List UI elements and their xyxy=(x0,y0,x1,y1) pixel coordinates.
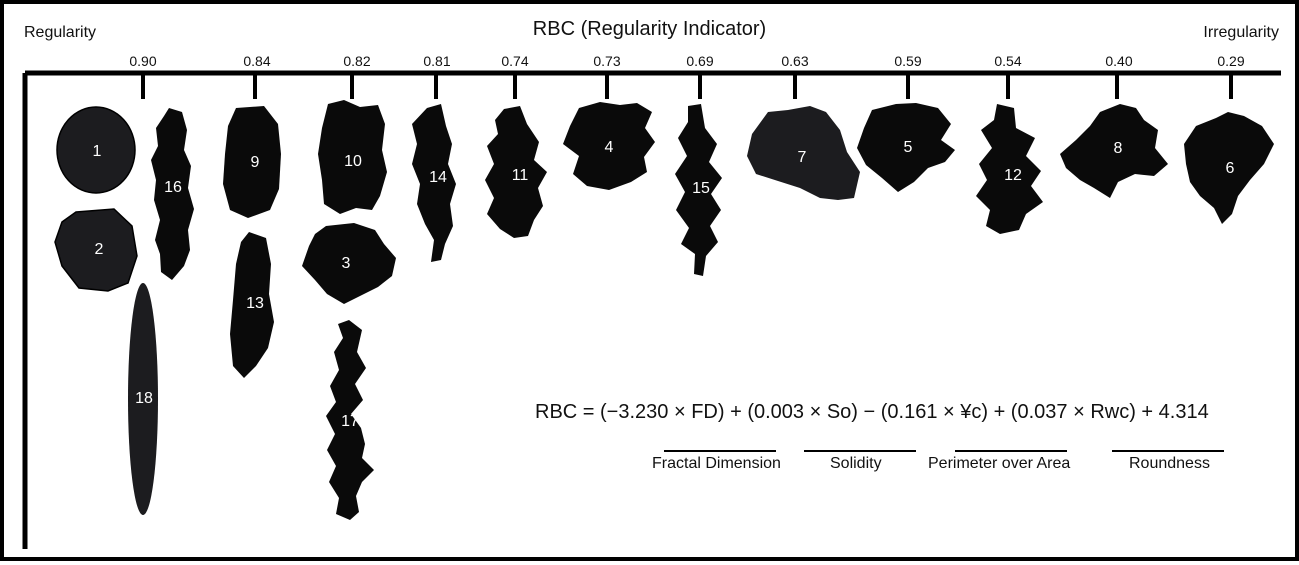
tick-label: 0.63 xyxy=(781,53,808,69)
figure-title: RBC (Regularity Indicator) xyxy=(532,18,767,40)
shape-4 xyxy=(563,102,655,190)
shape-number: 18 xyxy=(135,390,153,407)
shape-17 xyxy=(326,320,374,520)
shape-number: 16 xyxy=(164,179,182,196)
shape-8 xyxy=(1060,104,1168,198)
tick-label: 0.74 xyxy=(501,53,528,69)
tick-label: 0.69 xyxy=(686,53,713,69)
shape-15 xyxy=(675,104,722,276)
diagram-canvas: 0.90 0.84 0.82 0.81 0.74 0.73 0.69 0.63 … xyxy=(22,53,1281,549)
shape-number: 13 xyxy=(246,295,264,312)
tick-label: 0.54 xyxy=(994,53,1021,69)
shape-5 xyxy=(857,103,955,192)
shape-number: 9 xyxy=(251,154,260,171)
shape-number: 4 xyxy=(605,139,614,156)
shape-18 xyxy=(128,283,158,515)
regularity-label: Regularity xyxy=(24,24,97,41)
tick-label: 0.82 xyxy=(343,53,370,69)
shape-11 xyxy=(485,106,547,238)
shape-number: 6 xyxy=(1226,160,1235,177)
shape-number: 15 xyxy=(692,180,710,197)
shape-number: 5 xyxy=(904,139,913,156)
scale-ticks xyxy=(141,73,1233,99)
tick-label: 0.29 xyxy=(1217,53,1244,69)
shape-7 xyxy=(747,106,860,200)
shape-number: 12 xyxy=(1004,167,1022,184)
shape-3 xyxy=(302,223,396,304)
shape-number: 2 xyxy=(95,241,104,258)
term-perimeter-over-area: Perimeter over Area xyxy=(928,455,1071,472)
shape-numbers: 1 2 16 18 9 13 10 3 17 14 11 4 15 7 5 12… xyxy=(93,139,1235,430)
scale-tick-labels: 0.90 0.84 0.82 0.81 0.74 0.73 0.69 0.63 … xyxy=(129,53,1244,69)
term-fractal-dimension: Fractal Dimension xyxy=(652,455,781,472)
shapes xyxy=(54,100,1274,520)
shape-1 xyxy=(56,106,136,194)
shape-13 xyxy=(230,232,274,378)
tick-label: 0.90 xyxy=(129,53,156,69)
shape-14 xyxy=(412,104,456,262)
shape-16 xyxy=(151,108,194,280)
shape-number: 3 xyxy=(342,255,351,272)
irregularity-label: Irregularity xyxy=(1203,24,1279,41)
shape-6 xyxy=(1184,112,1274,224)
shape-number: 11 xyxy=(512,167,529,184)
tick-label: 0.59 xyxy=(894,53,921,69)
tick-label: 0.73 xyxy=(593,53,620,69)
shape-number: 10 xyxy=(344,153,362,170)
shape-9 xyxy=(223,106,281,218)
rbc-formula: RBC = (−3.230 × FD) + (0.003 × So) − (0.… xyxy=(535,401,1209,423)
shape-number: 7 xyxy=(798,149,807,166)
shape-10 xyxy=(318,100,387,214)
shape-2 xyxy=(54,208,138,292)
tick-label: 0.40 xyxy=(1105,53,1132,69)
shape-12 xyxy=(976,104,1043,234)
shape-number: 14 xyxy=(429,169,447,186)
tick-label: 0.84 xyxy=(243,53,270,69)
shape-number: 17 xyxy=(341,413,359,430)
term-roundness: Roundness xyxy=(1129,455,1210,472)
shape-number: 1 xyxy=(93,143,102,160)
term-solidity: Solidity xyxy=(830,455,882,472)
shape-number: 8 xyxy=(1114,140,1123,157)
tick-label: 0.81 xyxy=(423,53,450,69)
